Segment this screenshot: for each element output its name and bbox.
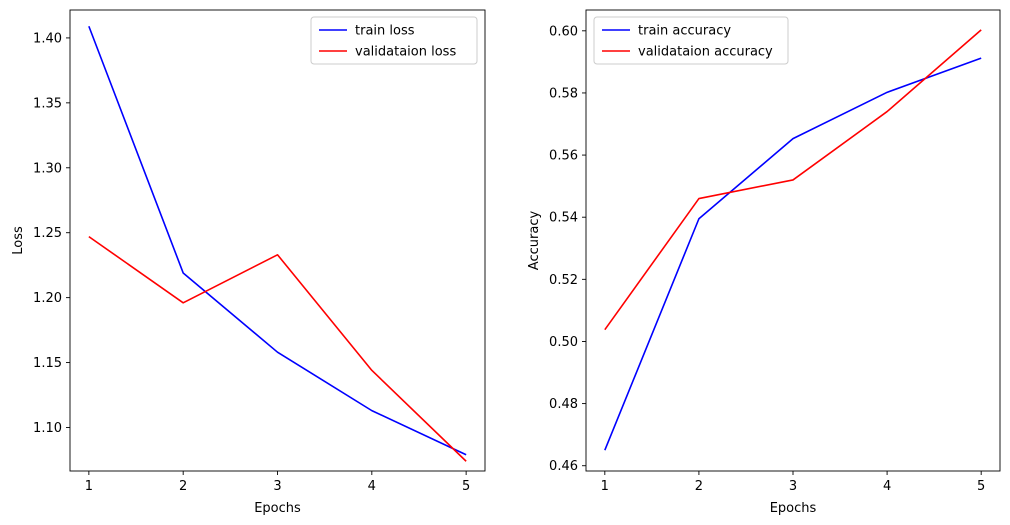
legend-label-1: train loss [355, 24, 415, 39]
chart-panel-1: 1 2 3 4 5 1.10 1.15 1.20 1.25 1.30 1.35 1.40 Epochs L… [11, 9, 486, 516]
x-tick-label: 5 [462, 479, 470, 494]
y-tick-label: 0.60 [549, 24, 578, 39]
x-tick-label: 1 [601, 479, 609, 494]
y-tick-label: 0.56 [549, 149, 578, 164]
x-tick-label: 2 [695, 479, 703, 494]
legend-label-1: train accuracy [638, 24, 731, 39]
y-tick-label: 1.15 [33, 356, 62, 371]
legend: train loss validataion loss [310, 16, 478, 65]
x-tick-label: 2 [179, 479, 187, 494]
legend-label-2: validataion loss [355, 45, 456, 60]
x-axis-label: Epochs [254, 501, 301, 516]
y-tick-label: 1.25 [33, 226, 62, 241]
y-tick-label: 0.50 [549, 335, 578, 350]
y-tick-label: 1.40 [33, 31, 62, 46]
series-line-1 [88, 25, 467, 456]
x-tick-label: 3 [789, 479, 797, 494]
legend-box [593, 16, 789, 65]
y-tick-label: 1.35 [33, 96, 62, 111]
chart-panel-2: 1 2 3 4 5 0.46 0.48 0.50 0.52 0.54 0.56 0.58 0.60 Epo… [527, 9, 1001, 516]
legend-box [310, 16, 478, 65]
x-axis-label: Epochs [770, 501, 817, 516]
y-tick-label: 0.54 [549, 211, 578, 226]
x-tick-label: 5 [977, 479, 985, 494]
x-tick-label: 3 [273, 479, 281, 494]
x-tick-label: 1 [85, 479, 93, 494]
plot-frame [69, 9, 486, 472]
y-tick-label: 0.46 [549, 459, 578, 474]
y-tick-label: 1.30 [33, 161, 62, 176]
y-tick-label: 1.20 [33, 291, 62, 306]
y-axis-label: Accuracy [527, 211, 542, 271]
legend-label-2: validataion accuracy [638, 45, 773, 60]
x-tick-label: 4 [883, 479, 891, 494]
plot-frame [585, 9, 1001, 472]
y-tick-label: 0.48 [549, 397, 578, 412]
legend: train accuracy validataion accuracy [593, 16, 789, 65]
y-tick-label: 0.58 [549, 86, 578, 101]
series-line-1 [604, 57, 982, 451]
y-axis-label: Loss [11, 226, 26, 255]
y-tick-label: 0.52 [549, 273, 578, 288]
series-line-2 [88, 235, 467, 462]
y-tick-label: 1.10 [33, 421, 62, 436]
series-line-2 [604, 29, 982, 331]
x-tick-label: 4 [368, 479, 376, 494]
